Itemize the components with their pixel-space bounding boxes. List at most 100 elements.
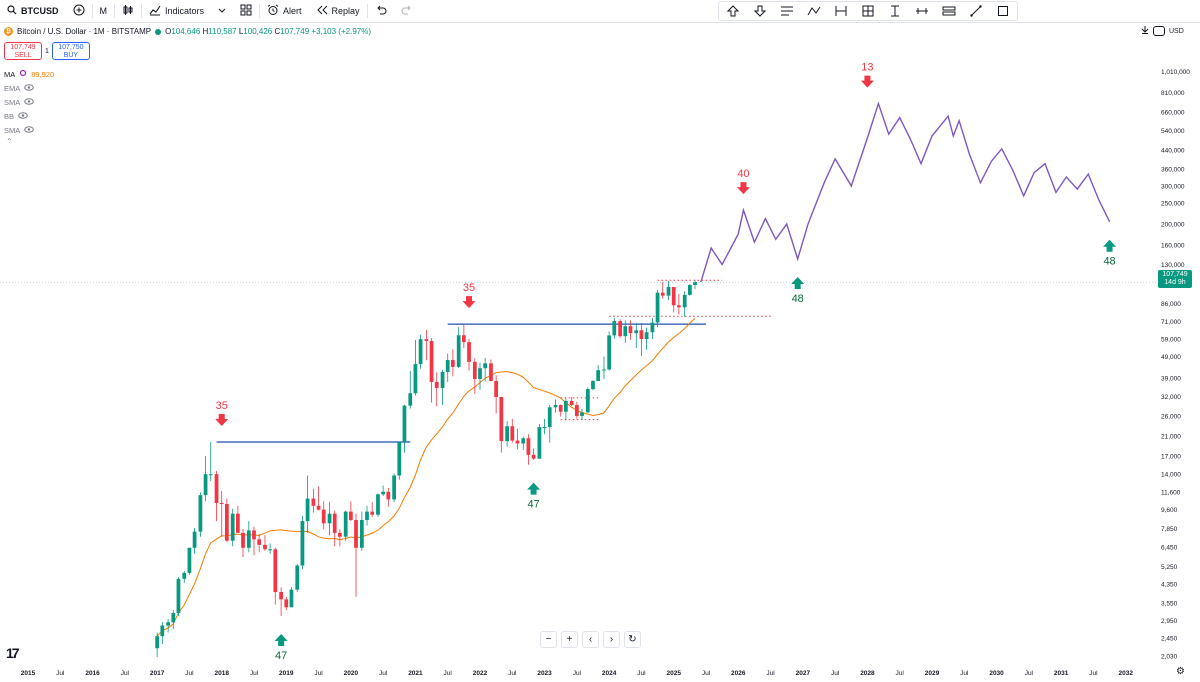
spread-value: 1 [45, 47, 49, 55]
projection-line [700, 101, 1111, 283]
candle-body [252, 530, 256, 540]
arrow-up-icon[interactable] [726, 4, 740, 18]
candle [660, 281, 665, 299]
buy-button[interactable]: 107,750 BUY [51, 42, 90, 60]
current-price-label: 107,749 14d 9h [1158, 270, 1192, 288]
candle-body [311, 498, 316, 506]
candle [284, 596, 289, 611]
eye-icon[interactable] [24, 83, 35, 93]
y-tick-label: 71,000 [1161, 319, 1181, 326]
scroll-right-button[interactable]: › [603, 631, 620, 648]
trend-line-icon[interactable] [969, 4, 983, 18]
indicators-button[interactable]: Indicators [142, 0, 211, 22]
interval-button[interactable]: M [93, 0, 115, 22]
undo-button[interactable] [368, 0, 394, 22]
candle-body [489, 363, 493, 381]
scroll-left-button[interactable]: ‹ [582, 631, 599, 648]
candle [531, 448, 536, 460]
chevron-down-icon[interactable] [1141, 26, 1149, 36]
eye-icon[interactable] [24, 125, 35, 135]
candle [359, 511, 364, 551]
text-lines-icon[interactable] [780, 4, 794, 18]
candle-body [413, 364, 418, 394]
indicator-templates-button[interactable] [211, 0, 233, 22]
measure-icon[interactable] [888, 4, 902, 18]
sell-button[interactable]: 107,749 SELL [4, 42, 42, 60]
y-tick-label: 59,000 [1161, 336, 1181, 343]
zoom-in-button[interactable]: + [561, 631, 578, 648]
candle-body [650, 322, 655, 333]
candle [381, 485, 386, 496]
x-tick-label: 2030 [989, 670, 1004, 677]
candle-body [612, 321, 617, 336]
candle-body [461, 335, 466, 343]
x-tick-label: 2015 [21, 670, 36, 677]
scale-toggle-icon[interactable] [1153, 26, 1165, 36]
alert-button[interactable]: Alert [260, 0, 309, 22]
eye-icon[interactable] [18, 111, 28, 121]
redo-button[interactable] [394, 0, 420, 22]
collapse-indicators-icon[interactable]: ⌃ [6, 137, 13, 146]
replay-button[interactable]: Replay [309, 0, 367, 22]
candle [214, 470, 219, 522]
candle-body [547, 407, 552, 428]
indicator-sma[interactable]: SMA [4, 95, 54, 109]
candle [160, 622, 165, 645]
settings-icon[interactable] [19, 69, 27, 79]
candle-body [693, 282, 697, 285]
annotation-label: 35 [463, 282, 475, 294]
y-tick-label: 86,000 [1161, 301, 1181, 308]
compare-symbol-button[interactable] [66, 0, 92, 22]
search-icon [7, 5, 17, 17]
symbol-search[interactable]: BTCUSD [0, 0, 66, 22]
y-tick-label: 660,000 [1161, 109, 1185, 116]
candle-body [671, 287, 676, 306]
gear-icon[interactable]: ⚙ [1176, 666, 1185, 677]
x-tick-label: Jul [766, 670, 775, 677]
candle [354, 513, 358, 597]
candles [155, 279, 697, 658]
y-tick-label: 9,600 [1161, 507, 1178, 514]
candle-body [602, 369, 606, 371]
indicator-sma-2[interactable]: SMA [4, 123, 54, 137]
chart-type-button[interactable] [115, 0, 141, 22]
candle [574, 401, 579, 419]
candle-body [521, 438, 526, 444]
candle-body [246, 530, 251, 548]
bars-pattern-icon[interactable] [834, 4, 848, 18]
indicator-ema[interactable]: EMA [4, 81, 54, 95]
candle-body [354, 519, 358, 548]
toolbar-divider [141, 4, 142, 18]
candle [332, 510, 337, 547]
indicator-bb[interactable]: BB [4, 109, 54, 123]
rectangle-icon[interactable] [996, 4, 1010, 18]
layouts-button[interactable] [233, 0, 259, 22]
indicator-ma[interactable]: MA 89,920 [4, 69, 55, 79]
candle [252, 526, 256, 556]
candle-body [472, 361, 477, 380]
currency-label[interactable]: USD [1169, 27, 1184, 35]
zoom-out-button[interactable]: − [540, 631, 557, 648]
candle-body [370, 511, 375, 515]
grid-frame-icon[interactable] [861, 4, 875, 18]
interval-label: M [99, 6, 108, 16]
arrow-down-icon[interactable] [753, 4, 767, 18]
candle-body [208, 474, 213, 476]
candle [321, 501, 326, 530]
candle-body [553, 405, 558, 408]
candle-body [321, 509, 326, 524]
candle-body [574, 405, 579, 416]
candle [263, 535, 267, 551]
parallel-lines-icon[interactable] [942, 4, 956, 18]
horizontal-ray-icon[interactable] [915, 4, 929, 18]
candle-body [392, 475, 396, 500]
candle [515, 428, 520, 450]
eye-icon[interactable] [24, 97, 35, 107]
candle [246, 521, 251, 553]
y-tick-label: 2,030 [1161, 653, 1178, 660]
candle-body [655, 292, 660, 323]
path-icon[interactable] [807, 4, 821, 18]
candle-body [515, 440, 520, 444]
reset-chart-button[interactable]: ↻ [624, 631, 641, 648]
